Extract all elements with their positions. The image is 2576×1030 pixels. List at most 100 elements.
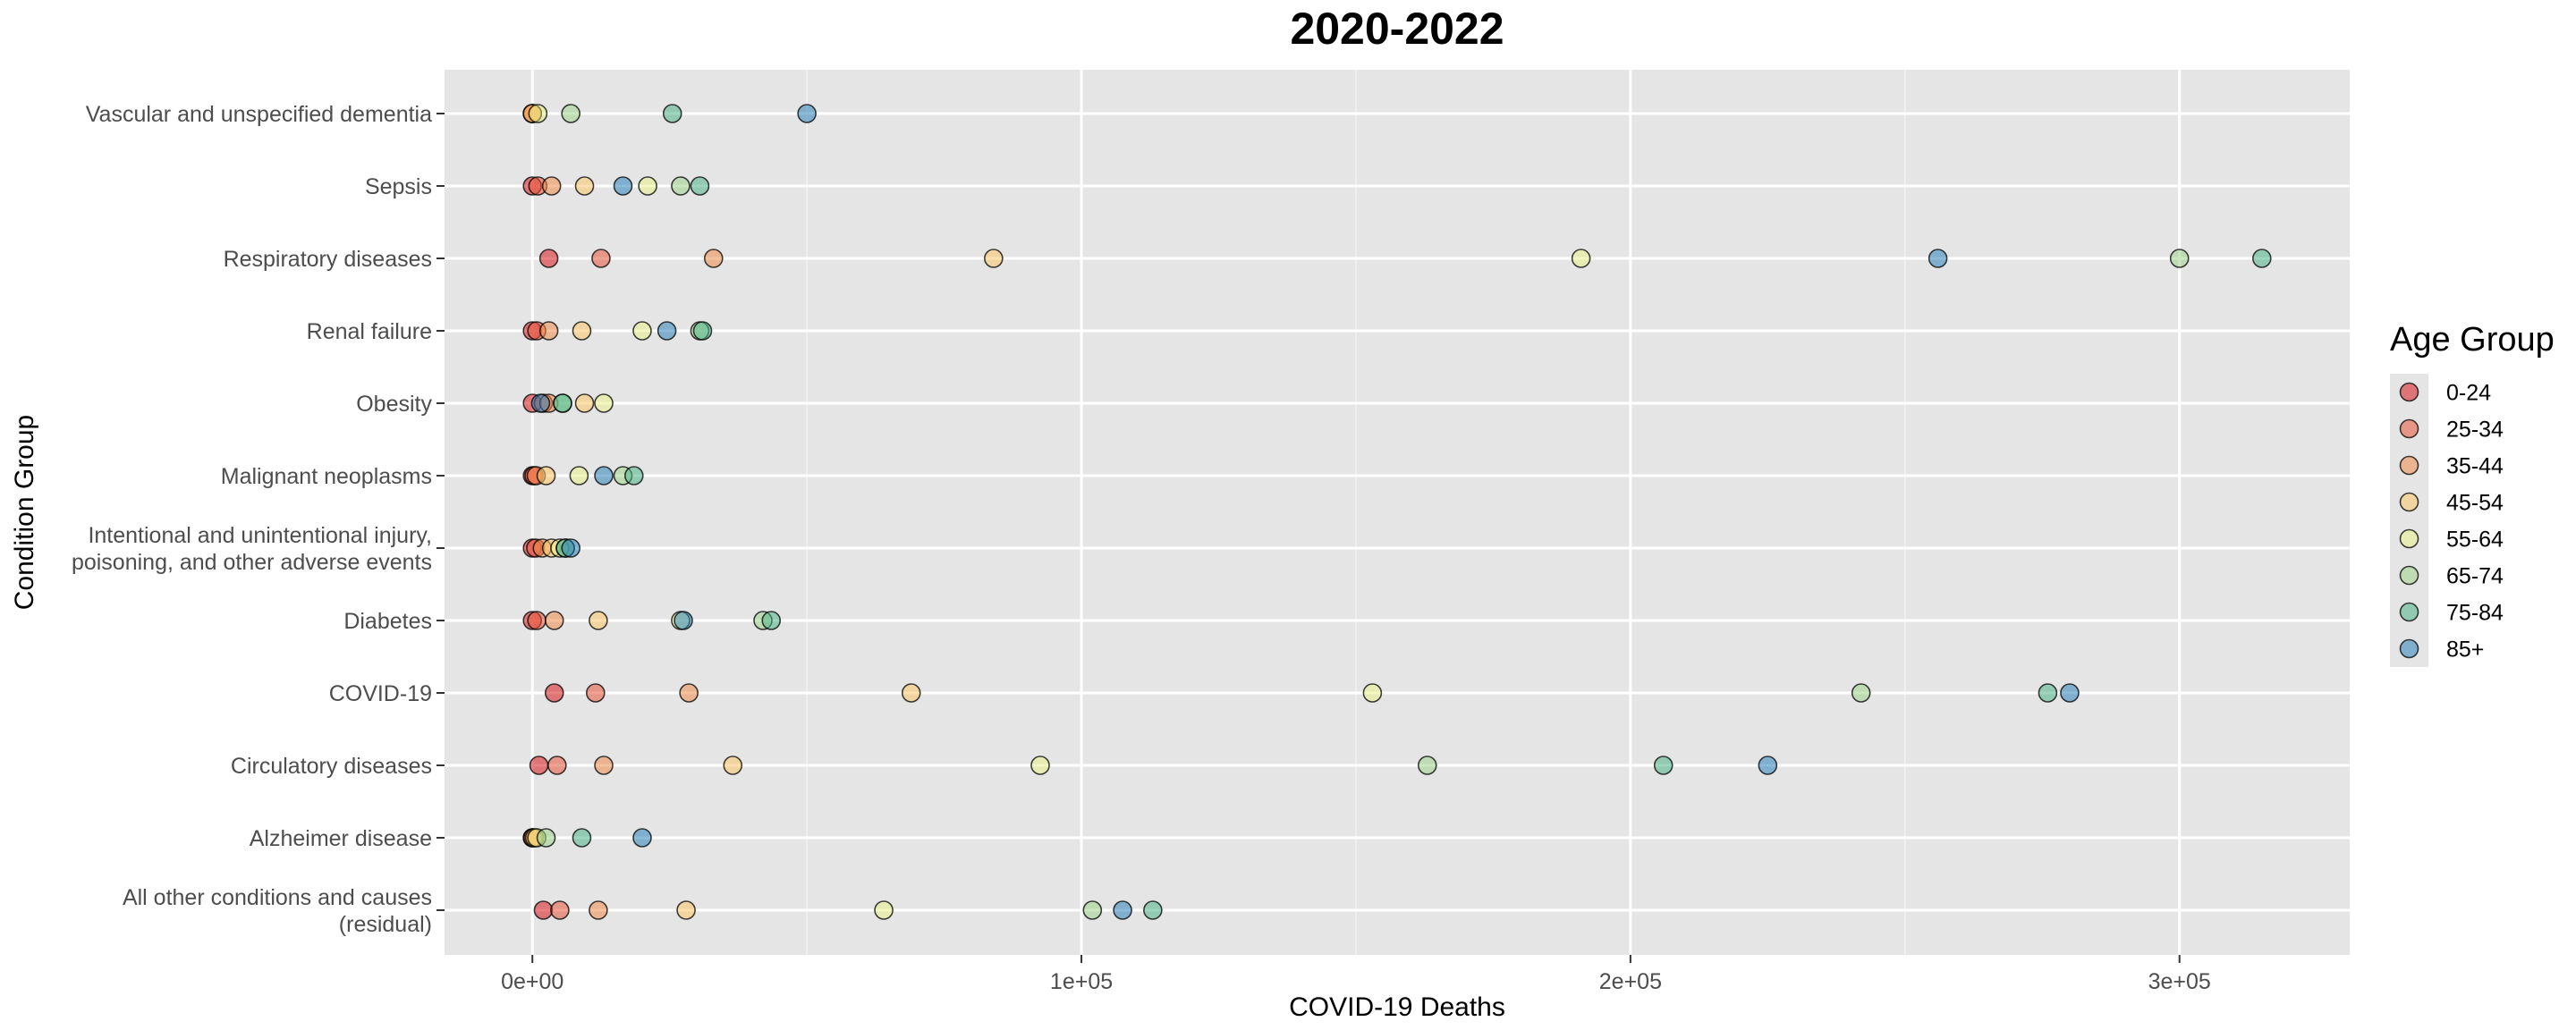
data-point — [544, 683, 564, 703]
y-tick-label: Sepsis — [365, 174, 432, 199]
y-axis: Vascular and unspecified dementia Sepsis R… — [72, 102, 445, 937]
data-point — [1758, 756, 1778, 775]
data-point — [1082, 900, 1103, 920]
data-point — [632, 828, 652, 848]
legend-marker — [2399, 638, 2419, 659]
data-point — [2038, 683, 2058, 703]
data-point — [594, 756, 614, 775]
data-point — [553, 393, 572, 413]
data-point — [544, 611, 564, 630]
legend-title: Age Group — [2390, 321, 2555, 359]
legend: Age Group 0-24 25-34 35-44 45-54 55-64 65-74 7… — [2390, 321, 2555, 667]
data-point — [561, 104, 580, 123]
data-point — [1113, 900, 1132, 920]
data-point — [536, 466, 556, 485]
data-point — [874, 900, 894, 920]
legend-marker — [2399, 602, 2419, 622]
legend-label: 35-44 — [2446, 454, 2504, 479]
y-tick-label: Vascular and unspecified dementia — [86, 102, 432, 127]
y-tick-label: All other conditions and causes (residual… — [123, 885, 432, 937]
data-point — [589, 611, 608, 630]
data-point — [690, 176, 710, 196]
data-points — [522, 104, 2272, 920]
legend-label: 75-84 — [2446, 601, 2504, 626]
data-point — [594, 466, 614, 485]
data-point — [2060, 683, 2080, 703]
data-point — [703, 249, 724, 268]
x-axis: 0e+00 1e+05 2e+05 3e+05 — [501, 955, 2211, 994]
data-point — [574, 176, 595, 196]
data-point — [591, 249, 611, 268]
data-point — [1362, 683, 1383, 703]
data-point — [797, 104, 817, 123]
y-tick-label: Malignant neoplasms — [221, 464, 432, 489]
x-tick-label: 0e+00 — [501, 969, 564, 994]
data-point — [594, 393, 614, 413]
data-point — [530, 393, 551, 413]
data-point — [550, 900, 570, 920]
data-point — [1417, 756, 1437, 775]
data-point — [679, 683, 699, 703]
data-point — [632, 321, 652, 341]
x-tick-label: 3e+05 — [2148, 969, 2211, 994]
data-point — [1030, 756, 1050, 775]
legend-label: 65-74 — [2446, 564, 2504, 589]
data-point — [2169, 249, 2190, 268]
data-point — [657, 321, 677, 341]
data-point — [671, 176, 691, 196]
x-axis-title: COVID-19 Deaths — [1289, 992, 1505, 1022]
data-point — [2251, 249, 2272, 268]
data-point — [674, 611, 693, 630]
data-point — [536, 828, 556, 848]
data-point — [723, 756, 743, 775]
y-tick-label: Intentional and unintentional injury, poi… — [72, 523, 432, 575]
data-point — [561, 538, 580, 558]
data-point — [572, 321, 592, 341]
data-point — [1851, 683, 1871, 703]
data-point — [538, 249, 559, 268]
data-point — [638, 176, 657, 196]
legend-marker — [2399, 418, 2419, 439]
data-point — [574, 393, 595, 413]
data-point — [1571, 249, 1591, 268]
data-point — [589, 900, 608, 920]
data-point — [1143, 900, 1163, 920]
data-point — [984, 249, 1004, 268]
gridlines — [445, 70, 2350, 955]
data-point — [1653, 756, 1674, 775]
legend-label: 25-34 — [2446, 418, 2504, 443]
data-point — [1928, 249, 1948, 268]
data-point — [676, 900, 696, 920]
x-tick-label: 1e+05 — [1050, 969, 1113, 994]
data-point — [662, 104, 682, 123]
legend-marker — [2399, 492, 2419, 512]
y-tick-label: COVID-19 — [329, 681, 432, 706]
y-tick-label: Obesity — [356, 392, 432, 417]
legend-marker — [2399, 565, 2419, 586]
chart-title: 2020-2022 — [1290, 4, 1504, 54]
y-tick-label: Renal failure — [307, 319, 432, 344]
data-point — [528, 104, 548, 123]
legend-marker — [2399, 382, 2419, 402]
y-tick-label: Diabetes — [343, 609, 432, 634]
y-tick-label: Respiratory diseases — [224, 247, 432, 272]
data-point — [547, 756, 567, 775]
data-point — [586, 683, 606, 703]
data-point — [761, 611, 782, 630]
x-tick-label: 2e+05 — [1599, 969, 1662, 994]
plot-panel — [445, 70, 2350, 955]
legend-label: 45-54 — [2446, 491, 2504, 516]
data-point — [901, 683, 921, 703]
legend-label: 0-24 — [2446, 381, 2491, 406]
legend-marker — [2399, 455, 2419, 476]
data-point — [533, 900, 554, 920]
y-axis-title: Condition Group — [10, 415, 39, 610]
y-tick-label: Circulatory diseases — [231, 754, 432, 779]
legend-label: 85+ — [2446, 637, 2484, 663]
data-point — [623, 466, 644, 485]
y-tick-label: Alzheimer disease — [250, 826, 432, 851]
data-point — [527, 611, 547, 630]
data-point — [529, 756, 549, 775]
data-point — [541, 176, 562, 196]
